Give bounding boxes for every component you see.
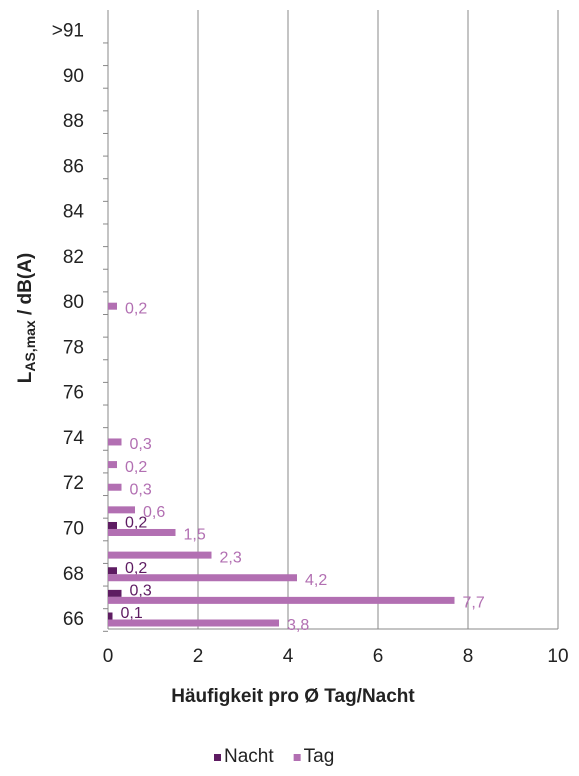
x-tick-label: 10	[547, 646, 568, 667]
y-axis-title: LAS,max / dB(A)	[15, 253, 38, 384]
bar	[108, 589, 122, 597]
bar	[108, 612, 113, 620]
bar	[108, 528, 176, 536]
legend-label: Tag	[304, 746, 335, 767]
y-tick-label: >91	[52, 21, 84, 42]
bar	[108, 596, 455, 604]
y-tick-label: 68	[63, 564, 84, 585]
bar	[108, 483, 122, 491]
value-label: 0,3	[130, 583, 152, 600]
value-label: 0,3	[130, 481, 152, 498]
value-label: 1,5	[184, 527, 206, 544]
value-label: 0,2	[125, 459, 147, 476]
bar	[108, 438, 122, 446]
bar	[108, 567, 117, 575]
value-label: 0,2	[125, 515, 147, 532]
value-label: 0,2	[125, 560, 147, 577]
y-tick-label: 78	[63, 337, 84, 358]
x-tick-label: 2	[193, 646, 204, 667]
y-tick-label: 82	[63, 247, 84, 268]
value-label: 0,6	[143, 504, 165, 521]
value-label: 0,3	[130, 436, 152, 453]
y-tick-label: 76	[63, 383, 84, 404]
value-label: 3,8	[287, 617, 309, 634]
y-axis-title-sub: AS,max	[22, 320, 38, 372]
bar	[108, 521, 117, 529]
x-tick-label: 6	[373, 646, 384, 667]
value-label: 7,7	[463, 595, 485, 612]
y-tick-label: 72	[63, 473, 84, 494]
y-tick-label: 90	[63, 66, 84, 87]
value-label: 2,3	[220, 549, 242, 566]
bar	[108, 574, 297, 582]
y-axis-title-rest: / dB(A)	[15, 253, 36, 321]
y-tick-label: 84	[63, 202, 85, 223]
bar	[108, 461, 117, 469]
value-label: 4,2	[305, 572, 327, 589]
bar	[108, 506, 135, 514]
y-tick-label: 88	[63, 111, 84, 132]
y-tick-label: 80	[63, 292, 84, 313]
x-axis-title: Häufigkeit pro Ø Tag/Nacht	[171, 686, 415, 707]
bar	[108, 551, 212, 559]
legend-swatch	[214, 754, 221, 761]
value-label: 0,1	[121, 605, 143, 622]
y-tick-label: 74	[63, 428, 85, 449]
x-tick-label: 0	[103, 646, 114, 667]
y-tick-label: 66	[63, 609, 84, 630]
legend-swatch	[293, 754, 301, 761]
bar	[108, 619, 279, 627]
x-tick-label: 8	[463, 646, 474, 667]
y-tick-label: 70	[63, 518, 84, 539]
legend-label: Nacht	[224, 746, 274, 767]
y-axis-title-main: L	[15, 371, 36, 383]
bar	[108, 302, 117, 310]
value-label: 0,2	[125, 300, 147, 317]
x-tick-label: 4	[283, 646, 294, 667]
y-tick-label: 86	[63, 156, 84, 177]
